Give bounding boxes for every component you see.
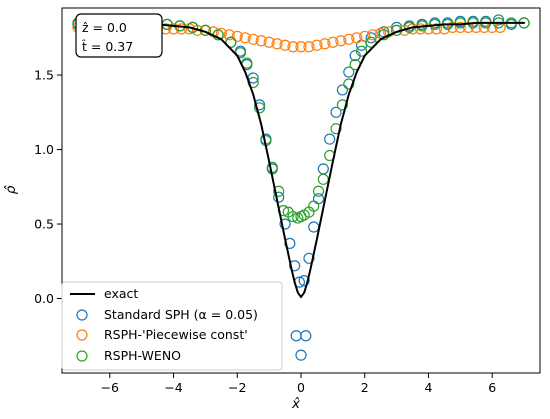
data-point-standard-sph-0-05 [284, 237, 296, 249]
axis-ticks: −6 −4 −2 0 2 4 6 0.0 0.5 1.0 1.5 [34, 68, 496, 395]
y-tick-label: 0.5 [34, 217, 54, 232]
y-tick-label: 0.0 [34, 291, 54, 306]
annotation-line-2: t̂ = 0.37 [82, 39, 133, 54]
data-point-rsph-weno [336, 99, 349, 111]
data-point-rsph-piecewise-const [327, 36, 339, 48]
data-point-rsph-weno [225, 36, 237, 48]
data-point-rsph-piecewise-const [263, 36, 275, 48]
data-point-rsph-weno [330, 123, 342, 135]
legend-swatch-rsph-piecewise [76, 329, 88, 341]
data-point-rsph-piecewise-const [223, 29, 235, 41]
x-tick-label: 2 [361, 380, 369, 395]
x-axis-label: x̂ [291, 396, 301, 412]
data-point-rsph-piecewise-const [319, 38, 331, 50]
data-point-standard-sph-0-05 [273, 191, 285, 203]
x-tick-label: −2 [228, 380, 246, 395]
data-point-rsph-piecewise-const [343, 33, 355, 45]
x-tick-label: 6 [488, 380, 496, 395]
data-point-rsph-piecewise-const [295, 41, 307, 53]
data-point-rsph-weno [308, 200, 320, 212]
data-point-standard-sph-0-05 [289, 260, 301, 272]
data-point-standard-sph-0-05 [492, 14, 505, 26]
data-point-rsph-piecewise-const [367, 29, 379, 41]
data-point-rsph-weno [273, 185, 285, 197]
y-axis-label: ρ̂ [3, 185, 19, 195]
data-point-standard-sph-0-05 [300, 330, 312, 342]
data-point-standard-sph-0-05 [336, 84, 349, 96]
data-point-standard-sph-0-05 [343, 66, 355, 78]
data-point-rsph-piecewise-const [303, 41, 315, 53]
y-tick-label: 1.5 [34, 68, 54, 83]
data-point-rsph-piecewise-const [239, 32, 251, 44]
data-point-rsph-piecewise-const [359, 30, 371, 42]
legend: exact Standard SPH (α = 0.05) RSPH-'Piec… [61, 281, 283, 371]
data-point-rsph-weno [287, 210, 299, 223]
data-point-rsph-piecewise-const [454, 21, 466, 33]
data-point-rsph-piecewise-const [231, 30, 243, 42]
data-point-standard-sph-0-05 [330, 106, 342, 118]
legend-frame [61, 281, 283, 371]
data-point-standard-sph-0-05 [279, 218, 291, 230]
data-point-rsph-piecewise-const [247, 33, 259, 45]
data-point-rsph-piecewise-const [271, 38, 283, 50]
data-point-rsph-weno [343, 78, 355, 90]
data-point-rsph-piecewise-const [430, 23, 443, 35]
data-point-rsph-weno [365, 36, 377, 48]
data-point-standard-sph-0-05 [298, 275, 310, 287]
legend-label-rsph-weno: RSPH-WENO [104, 348, 181, 363]
legend-label-standard-sph: Standard SPH (α = 0.05) [104, 307, 258, 322]
data-point-rsph-weno [454, 17, 466, 29]
data-point-standard-sph-0-05 [303, 252, 315, 264]
annotation-box: ẑ = 0.0 t̂ = 0.37 [75, 13, 163, 58]
y-tick-label: 1.0 [34, 142, 54, 157]
data-point-standard-sph-0-05 [324, 133, 336, 145]
data-point-rsph-weno [312, 185, 325, 197]
x-tick-label: −4 [164, 380, 182, 395]
data-point-rsph-weno [253, 102, 266, 114]
x-tick-label: 0 [297, 380, 305, 395]
legend-swatch-rsph-weno [76, 350, 88, 362]
data-point-rsph-weno [355, 45, 368, 57]
x-tick-label: −6 [101, 380, 119, 395]
data-point-rsph-piecewise-const [311, 39, 323, 51]
series-line-exact [76, 21, 526, 299]
data-point-standard-sph-0-05 [253, 99, 266, 111]
data-point-rsph-piecewise-const [335, 35, 347, 47]
legend-swatch-standard-sph [76, 309, 88, 321]
data-point-rsph-piecewise-const [351, 32, 363, 44]
annotation-line-1: ẑ = 0.0 [82, 20, 127, 35]
legend-label-exact: exact [104, 286, 138, 301]
x-tick-label: 4 [424, 380, 432, 395]
legend-label-rsph-piecewise: RSPH-'Piecewise const' [104, 327, 248, 342]
data-point-standard-sph-0-05 [295, 349, 307, 361]
data-point-rsph-piecewise-const [255, 35, 267, 47]
data-point-rsph-piecewise-const [287, 41, 299, 53]
data-point-rsph-piecewise-const [279, 39, 291, 51]
annotation-frame [75, 13, 163, 58]
